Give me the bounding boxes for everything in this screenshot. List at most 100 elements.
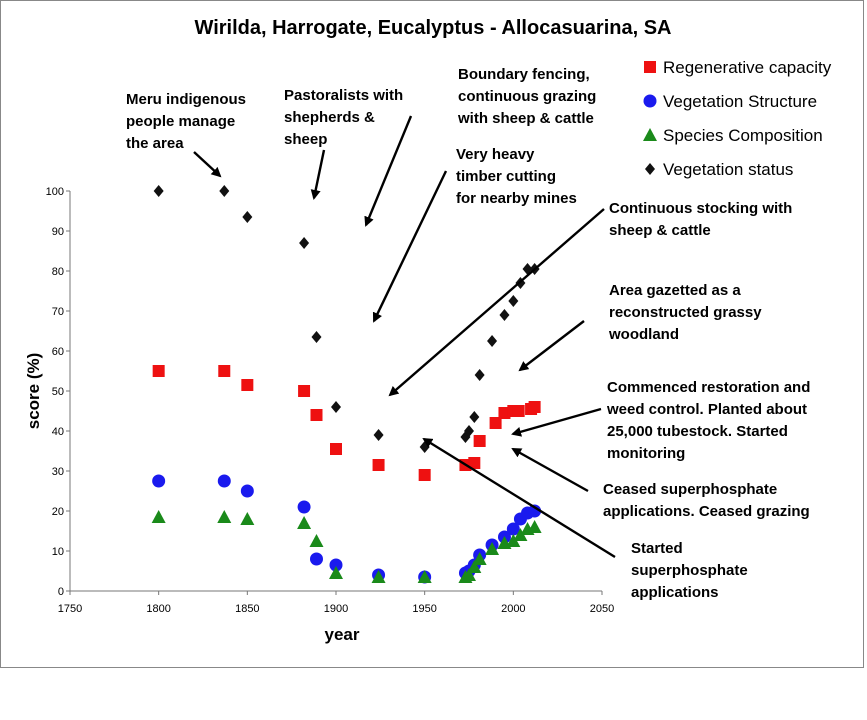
data-point-species-composition <box>513 528 528 541</box>
x-tick-label: 1750 <box>58 603 82 615</box>
data-point-regenerative-capacity <box>218 365 231 377</box>
y-tick-label: 10 <box>52 546 64 558</box>
data-point-species-composition <box>217 510 232 523</box>
legend-marker <box>644 61 656 73</box>
annotation-line: continuous grazing <box>458 88 596 105</box>
x-tick-label: 2050 <box>590 603 614 615</box>
annotation-arrow <box>422 437 616 559</box>
annotation-arrow <box>388 208 605 397</box>
annotation-line: sheep <box>284 131 327 148</box>
annotation-arrow <box>372 170 448 323</box>
data-points <box>151 185 542 584</box>
legend-label: Vegetation Structure <box>663 92 817 111</box>
data-point-vegetation-status <box>311 331 322 343</box>
data-point-regenerative-capacity <box>298 385 311 397</box>
data-point-vegetation-status <box>373 429 384 441</box>
chart-frame: Wirilda, Harrogate, Eucalyptus - Allocas… <box>0 0 864 668</box>
annotation-label: Very heavy timber cutting for nearby mines <box>456 146 577 207</box>
y-tick-label: 0 <box>58 586 64 598</box>
data-point-regenerative-capacity <box>330 443 342 455</box>
data-point-vegetation-structure <box>152 474 166 488</box>
data-point-regenerative-capacity <box>473 435 486 447</box>
data-point-species-composition <box>371 570 386 583</box>
data-point-vegetation-structure <box>329 558 343 572</box>
legend-marker <box>645 163 655 175</box>
data-point-species-composition <box>527 520 542 533</box>
data-point-vegetation-status <box>499 309 510 321</box>
annotation-line: with sheep & cattle <box>457 110 594 127</box>
series-species-composition <box>151 510 542 583</box>
chart-title: Wirilda, Harrogate, Eucalyptus - Allocas… <box>195 17 672 39</box>
x-tick-label: 1900 <box>324 603 348 615</box>
x-tick-label: 1850 <box>235 603 259 615</box>
annotation-line: timber cutting <box>456 168 556 185</box>
y-tick-label: 40 <box>52 426 64 438</box>
data-point-vegetation-structure <box>528 504 542 518</box>
data-point-species-composition <box>151 510 166 523</box>
annotation-line: Area gazetted as a <box>609 282 741 299</box>
data-point-regenerative-capacity <box>512 405 525 417</box>
annotation-label: Meru indigenous people manage the area <box>126 91 246 152</box>
y-tick-label: 70 <box>52 306 64 318</box>
y-tick-label: 80 <box>52 266 64 278</box>
series-vegetation-structure <box>152 474 542 584</box>
annotation-arrow <box>310 149 326 200</box>
chart-svg: Wirilda, Harrogate, Eucalyptus - Allocas… <box>24 17 832 644</box>
annotation-line: Continuous stocking with <box>609 200 792 217</box>
legend-label: Species Composition <box>663 126 823 145</box>
annotation-arrow <box>511 447 589 493</box>
annotation-line: sheep & cattle <box>609 222 711 239</box>
annotation-line: superphosphate <box>631 562 748 579</box>
series-regenerative-capacity <box>152 365 541 481</box>
x-axis-label: year <box>325 625 360 644</box>
data-point-regenerative-capacity <box>489 417 502 429</box>
annotation-arrow <box>511 407 602 437</box>
data-point-vegetation-status <box>153 185 164 197</box>
annotation-arrow <box>518 320 585 372</box>
annotation-line: people manage <box>126 113 235 130</box>
data-point-species-composition <box>485 542 500 555</box>
data-point-vegetation-status <box>242 211 253 223</box>
data-point-species-composition <box>417 570 432 583</box>
annotation-line: the area <box>126 135 184 152</box>
y-tick-label: 30 <box>52 466 64 478</box>
annotation-label: Boundary fencing, continuous grazing with … <box>457 66 596 127</box>
data-point-vegetation-status <box>474 369 485 381</box>
data-point-species-composition <box>472 552 487 565</box>
annotation-label: Continuous stocking with sheep & cattle <box>609 200 792 239</box>
data-point-vegetation-structure <box>240 484 254 498</box>
data-point-vegetation-status <box>469 411 480 423</box>
data-point-vegetation-structure <box>217 474 231 488</box>
data-point-species-composition <box>297 516 312 529</box>
annotation-line: Ceased superphosphate <box>603 481 777 498</box>
data-point-regenerative-capacity <box>372 459 385 471</box>
data-point-vegetation-status <box>487 335 498 347</box>
y-tick-label: 60 <box>52 346 64 358</box>
annotation-line: Started <box>631 540 683 557</box>
annotation-line: 25,000 tubestock. Started <box>607 423 788 440</box>
data-point-vegetation-status <box>464 425 474 437</box>
legend-label: Vegetation status <box>663 160 793 179</box>
annotation-line: Meru indigenous <box>126 91 246 108</box>
y-axis-label: score (%) <box>24 353 43 430</box>
annotation-line: Very heavy <box>456 146 535 163</box>
data-point-species-composition <box>467 560 482 573</box>
legend-label: Regenerative capacity <box>663 58 832 77</box>
annotation-line: shepherds & <box>284 109 375 126</box>
annotation-label: Started superphosphate applications <box>631 540 748 601</box>
data-point-regenerative-capacity <box>152 365 165 377</box>
data-point-species-composition <box>462 568 476 581</box>
annotation-line: monitoring <box>607 445 685 462</box>
data-point-vegetation-status <box>299 237 310 249</box>
y-tick-label: 100 <box>46 186 64 198</box>
x-tick-label: 1950 <box>412 603 436 615</box>
annotation-label: Ceased superphosphate applications. Cease… <box>603 481 810 520</box>
legend-marker <box>643 128 657 141</box>
annotation-line: for nearby mines <box>456 190 577 207</box>
annotation-label: Area gazetted as a reconstructed grassy wo… <box>608 282 762 343</box>
data-point-vegetation-structure <box>506 522 520 536</box>
annotation-label: Pastoralists with shepherds & sheep <box>284 87 403 148</box>
data-point-regenerative-capacity <box>241 379 254 391</box>
annotation-line: woodland <box>608 326 679 343</box>
annotations: Meru indigenous people manage the area Past… <box>126 66 810 601</box>
